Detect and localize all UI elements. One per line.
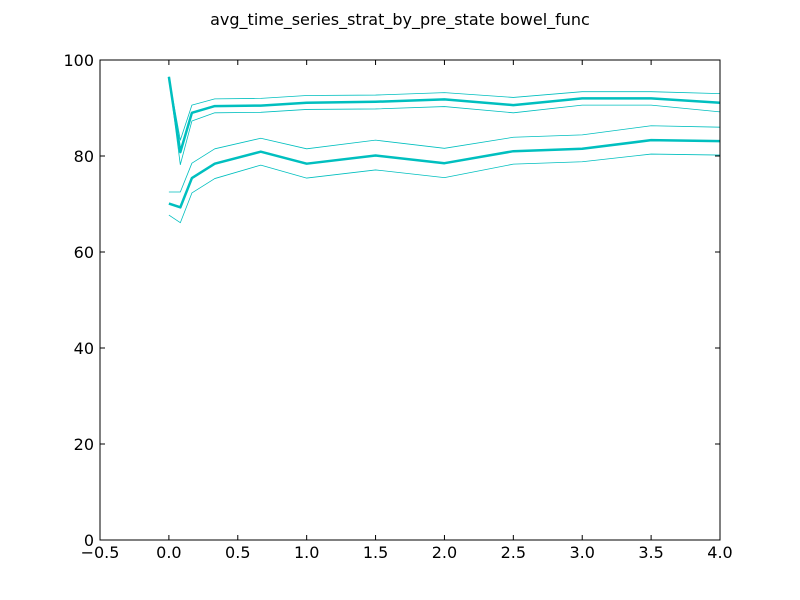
- x-tick-label: 1.5: [363, 543, 388, 562]
- y-tick-label: 80: [74, 147, 94, 166]
- series-line-3-lower: [168, 76, 721, 166]
- x-tick-label: 3.0: [569, 543, 594, 562]
- x-tick-label: 4.0: [707, 543, 732, 562]
- series-line-2-upper: [168, 76, 721, 141]
- y-tick-label: 60: [74, 243, 94, 262]
- x-tick-label: 0.5: [225, 543, 250, 562]
- y-tick-label: 0: [84, 531, 94, 550]
- y-tick-label: 20: [74, 435, 94, 454]
- x-tick-label: 2.0: [432, 543, 457, 562]
- y-tick-label: 40: [74, 339, 94, 358]
- chart-title: avg_time_series_strat_by_pre_state bowel…: [210, 10, 590, 29]
- series-line-1-mean: [167, 76, 721, 154]
- series-line-5-upper: [168, 125, 721, 193]
- x-tick-label: 0.0: [156, 543, 181, 562]
- series-line-4-mean: [168, 138, 721, 209]
- x-tick-label: 3.5: [638, 543, 663, 562]
- ticks-layer: −0.5 0.0 0.5 1.0 1.5 2.0 2.5 3.0 3.5 4.0 0 20 40 60 80…: [63, 51, 732, 562]
- plot-frame: [99, 59, 721, 541]
- x-tick-label: 2.5: [501, 543, 526, 562]
- x-tick-label: 1.0: [294, 543, 319, 562]
- series-line-6-lower: [168, 153, 721, 224]
- series-layer: [167, 76, 721, 224]
- y-tick-label: 100: [63, 51, 94, 70]
- x-tick-label: −0.5: [81, 543, 120, 562]
